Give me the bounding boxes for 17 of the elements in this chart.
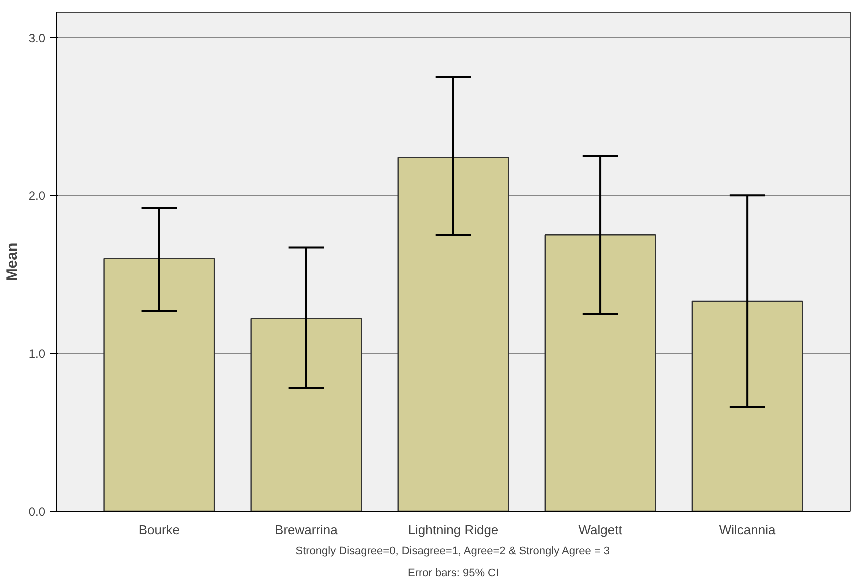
- text: Error bars: 95% CI: [408, 568, 500, 580]
- x-tick-label: Brewarrina: [275, 522, 339, 538]
- bar: [250, 318, 362, 512]
- bar: [692, 300, 804, 512]
- bar: [544, 234, 656, 512]
- y-tick-label: 2.0: [28, 189, 46, 204]
- x-axis-title: Strongly Disagree=0, Disagree=1, Agree=2 & Strongly Agree = 3: [296, 546, 610, 558]
- x-tick-label: Lightning Ridge: [408, 522, 499, 538]
- y-tick-label: 1.0: [28, 347, 46, 362]
- x-tick-label: Wilcannia: [719, 522, 777, 538]
- bar: [398, 157, 510, 512]
- x-tick-label: Bourke: [138, 522, 180, 538]
- x-tick-label: Walgett: [578, 522, 623, 538]
- y-tick-label: 3.0: [28, 31, 46, 46]
- bar: [104, 258, 216, 512]
- y-axis-title: Mean: [4, 242, 21, 282]
- y-tick-label: 0.0: [28, 505, 46, 519]
